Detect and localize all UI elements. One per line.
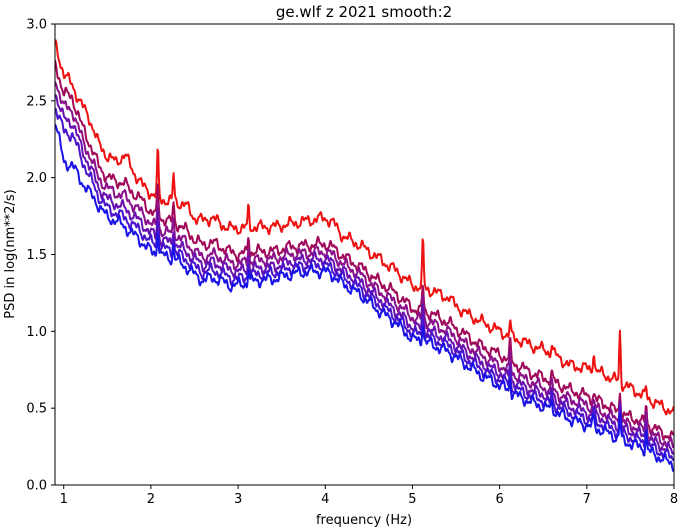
x-tick-label: 3 xyxy=(234,492,242,507)
x-tick-label: 4 xyxy=(321,492,329,507)
x-tick-label: 8 xyxy=(670,492,678,507)
x-tick-label: 1 xyxy=(60,492,68,507)
psd-series-line-6 xyxy=(55,123,674,472)
plot-area xyxy=(54,23,675,486)
y-tick-label: 0.5 xyxy=(26,402,47,417)
psd-series-line-1 xyxy=(55,39,674,416)
y-axis: 0.0 0.5 1.0 1.5 2.0 2.5 3.0 xyxy=(26,18,55,494)
series-layer xyxy=(55,39,674,472)
x-tick-label: 5 xyxy=(408,492,416,507)
y-tick-label: 1.0 xyxy=(26,325,47,340)
y-tick-label: 2.0 xyxy=(26,171,47,186)
x-tick-label: 6 xyxy=(495,492,503,507)
x-tick-label: 7 xyxy=(583,492,591,507)
y-axis-label: PSD in log(nm**2/s) xyxy=(3,189,18,319)
y-tick-label: 2.5 xyxy=(26,94,47,109)
y-tick-label: 0.0 xyxy=(26,479,47,494)
x-axis: 1 2 3 4 5 6 7 8 xyxy=(60,485,678,507)
psd-series-line-3 xyxy=(55,81,674,448)
y-tick-label: 1.5 xyxy=(26,248,47,263)
x-tick-label: 2 xyxy=(147,492,155,507)
psd-series-line-2 xyxy=(55,59,674,441)
psd-series-line-4 xyxy=(55,94,674,455)
y-tick-label: 3.0 xyxy=(26,18,47,33)
chart-title: ge.wlf z 2021 smooth:2 xyxy=(276,3,452,21)
x-axis-label: frequency (Hz) xyxy=(316,513,412,528)
